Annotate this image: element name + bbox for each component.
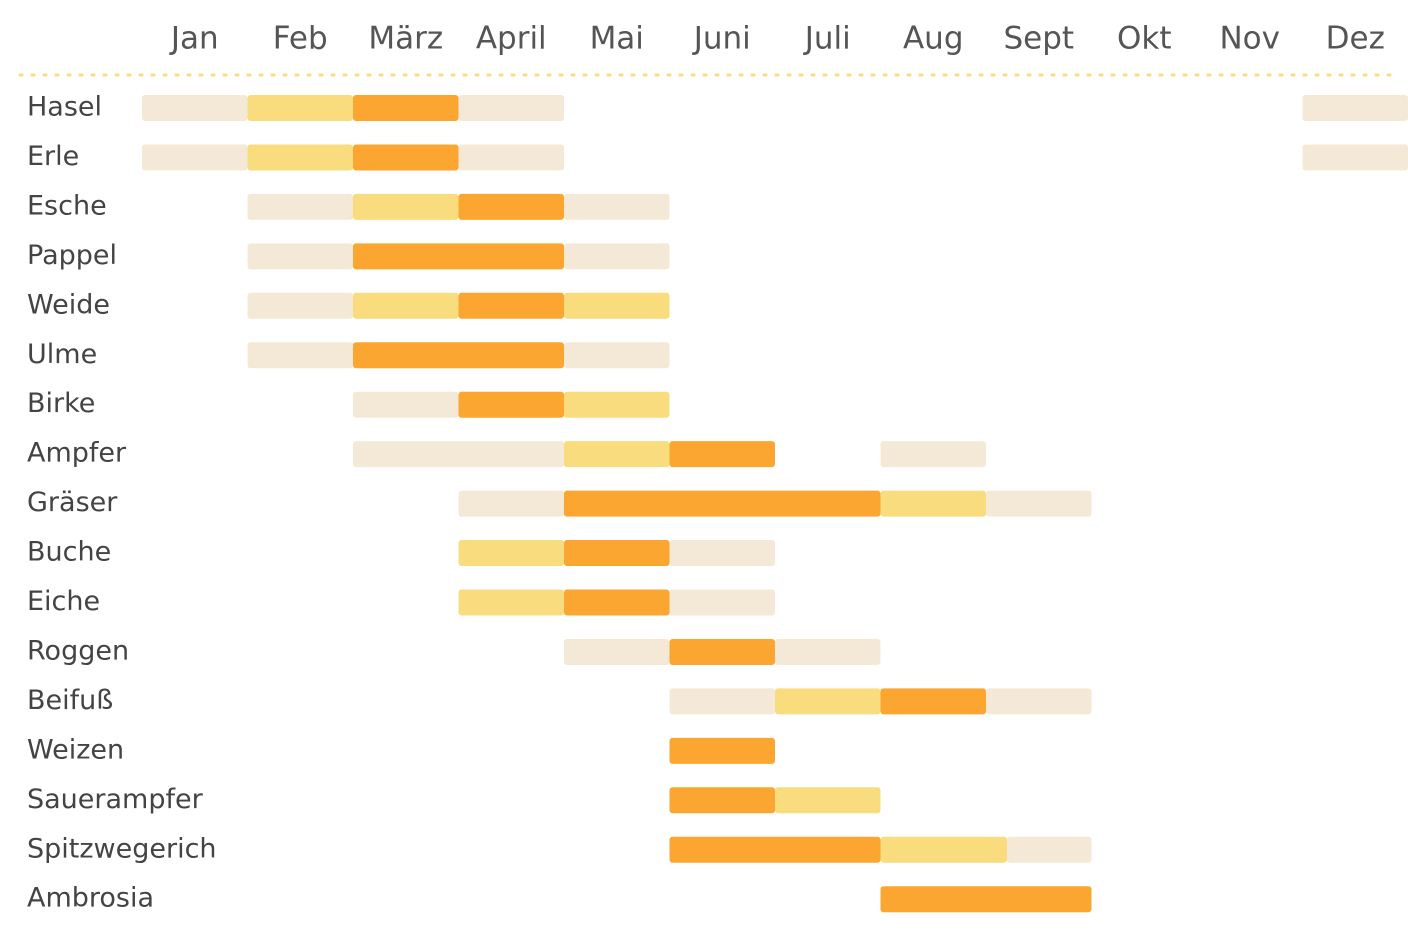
- month-label: Feb: [273, 21, 328, 57]
- row-label: Ampfer: [27, 438, 127, 469]
- pollen-bar: [986, 490, 1092, 517]
- pollen-bar: [669, 638, 775, 665]
- pollen-bar: [458, 391, 564, 418]
- row-label: Eiche: [27, 586, 100, 617]
- pollen-bar: [353, 292, 459, 319]
- month-label: Okt: [1117, 21, 1172, 57]
- pollen-bar: [1302, 144, 1408, 171]
- row-label: Spitzwegerich: [27, 833, 217, 864]
- pollen-bar: [775, 787, 881, 814]
- pollen-bar: [775, 688, 881, 715]
- pollen-bar: [880, 836, 1008, 863]
- row-label: Birke: [27, 388, 95, 419]
- pollen-bar: [1302, 95, 1408, 121]
- row-label: Buche: [27, 537, 111, 568]
- month-label: März: [368, 21, 443, 57]
- pollen-bar: [669, 836, 881, 863]
- pollen-bar: [353, 342, 564, 369]
- row-label: Erle: [27, 141, 79, 172]
- pollen-bar: [564, 540, 670, 567]
- row-label: Weide: [27, 289, 110, 320]
- pollen-bar: [247, 193, 353, 220]
- pollen-bar: [669, 787, 775, 814]
- row-label: Ulme: [27, 339, 97, 370]
- month-label: Nov: [1219, 21, 1280, 57]
- pollen-bar: [247, 144, 353, 171]
- pollen-bar: [564, 243, 670, 270]
- pollen-bar: [986, 688, 1092, 715]
- pollen-bar: [669, 737, 775, 764]
- pollen-bar: [880, 886, 1092, 913]
- row-label: Weizen: [27, 734, 124, 765]
- pollen-bar: [353, 391, 459, 418]
- pollen-bar: [564, 589, 670, 616]
- pollen-bar: [880, 490, 986, 517]
- row-label: Roggen: [27, 635, 129, 666]
- pollen-bar: [247, 243, 353, 270]
- pollen-bar: [353, 441, 564, 468]
- pollen-bar: [564, 292, 670, 319]
- pollen-bar: [353, 243, 564, 270]
- pollen-bar: [353, 144, 459, 171]
- pollen-bar: [775, 638, 881, 665]
- pollen-bar: [564, 441, 670, 468]
- pollen-bar: [669, 688, 775, 715]
- pollen-bar: [564, 391, 670, 418]
- row-label: Gräser: [27, 487, 118, 518]
- pollen-bar: [1007, 836, 1092, 863]
- pollen-bar: [669, 540, 775, 567]
- pollen-bar: [458, 540, 564, 567]
- pollen-bar: [669, 441, 775, 468]
- month-label: Sept: [1003, 21, 1074, 57]
- pollen-bar: [353, 193, 459, 220]
- row-label: Ambrosia: [27, 883, 154, 914]
- pollen-bar: [247, 342, 353, 369]
- row-label: Hasel: [27, 92, 102, 123]
- pollen-bar: [564, 638, 670, 665]
- row-label: Esche: [27, 190, 107, 221]
- pollen-bar: [564, 342, 670, 369]
- pollen-bar: [564, 490, 881, 517]
- pollen-bar: [458, 490, 564, 517]
- pollen-bar: [458, 193, 564, 220]
- pollen-bar: [247, 292, 353, 319]
- month-label: Aug: [903, 21, 964, 57]
- pollen-bar: [880, 441, 986, 468]
- row-label: Sauerampfer: [27, 784, 204, 815]
- pollen-bar: [142, 144, 248, 171]
- month-label: Juli: [803, 21, 851, 57]
- pollen-bar: [564, 193, 670, 220]
- month-label: Mai: [590, 21, 644, 57]
- month-label: Jan: [169, 21, 219, 57]
- pollen-bar: [353, 95, 459, 121]
- pollen-bar: [247, 95, 353, 121]
- month-label: Dez: [1326, 21, 1385, 57]
- month-label: Juni: [692, 21, 751, 57]
- row-label: Beifuß: [27, 685, 113, 716]
- pollen-bar: [458, 144, 564, 171]
- pollen-bar: [142, 95, 248, 121]
- row-label: Pappel: [27, 240, 117, 271]
- pollen-bar: [669, 589, 775, 616]
- pollen-bar: [458, 95, 564, 121]
- pollen-bar: [880, 688, 986, 715]
- pollen-bar: [458, 292, 564, 319]
- month-label: April: [476, 21, 547, 57]
- pollen-bar: [458, 589, 564, 616]
